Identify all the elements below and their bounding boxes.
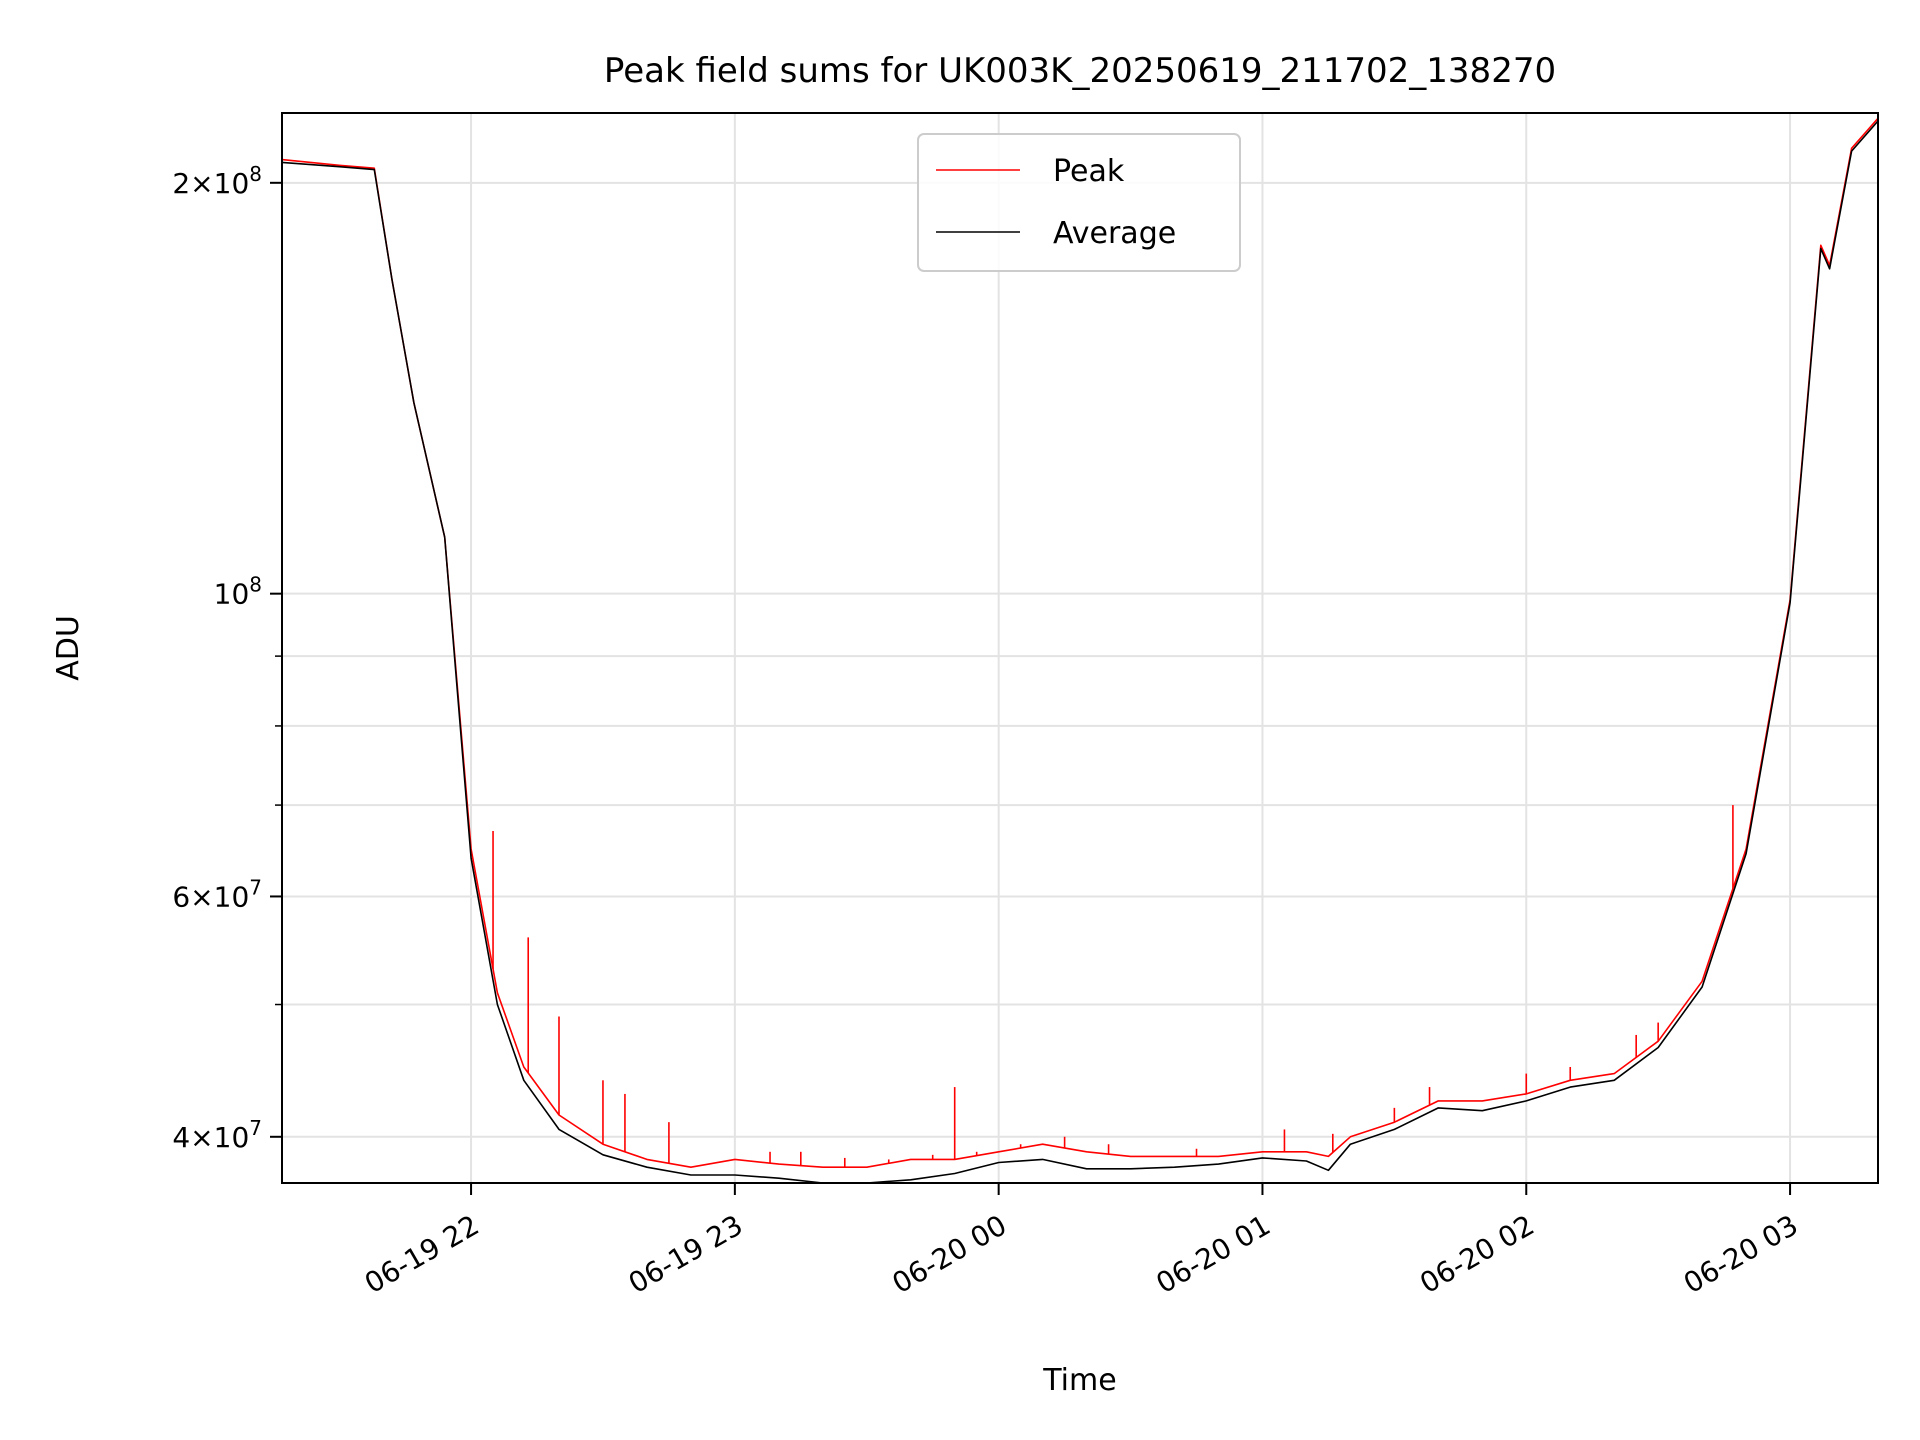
chart-title: Peak field sums for UK003K_20250619_2117… [604,51,1556,91]
legend: Peak Average [917,133,1241,272]
y-tick-label: 2×108 [172,162,262,200]
legend-average-label: Average [1053,216,1176,251]
series-peak-line [281,117,1879,1168]
y-tick-label: 4×107 [172,1116,262,1154]
legend-frame [917,133,1241,272]
x-axis-label: Time [1042,1363,1116,1398]
plot-frame [281,112,1879,1184]
y-axis-label: ADU [51,615,86,681]
y-tick-label: 108 [214,573,262,611]
series-layer [281,117,1879,1184]
legend-peak-label: Peak [1053,154,1125,189]
y-tick-label: 6×107 [172,875,262,913]
series-average-line [281,120,1879,1184]
